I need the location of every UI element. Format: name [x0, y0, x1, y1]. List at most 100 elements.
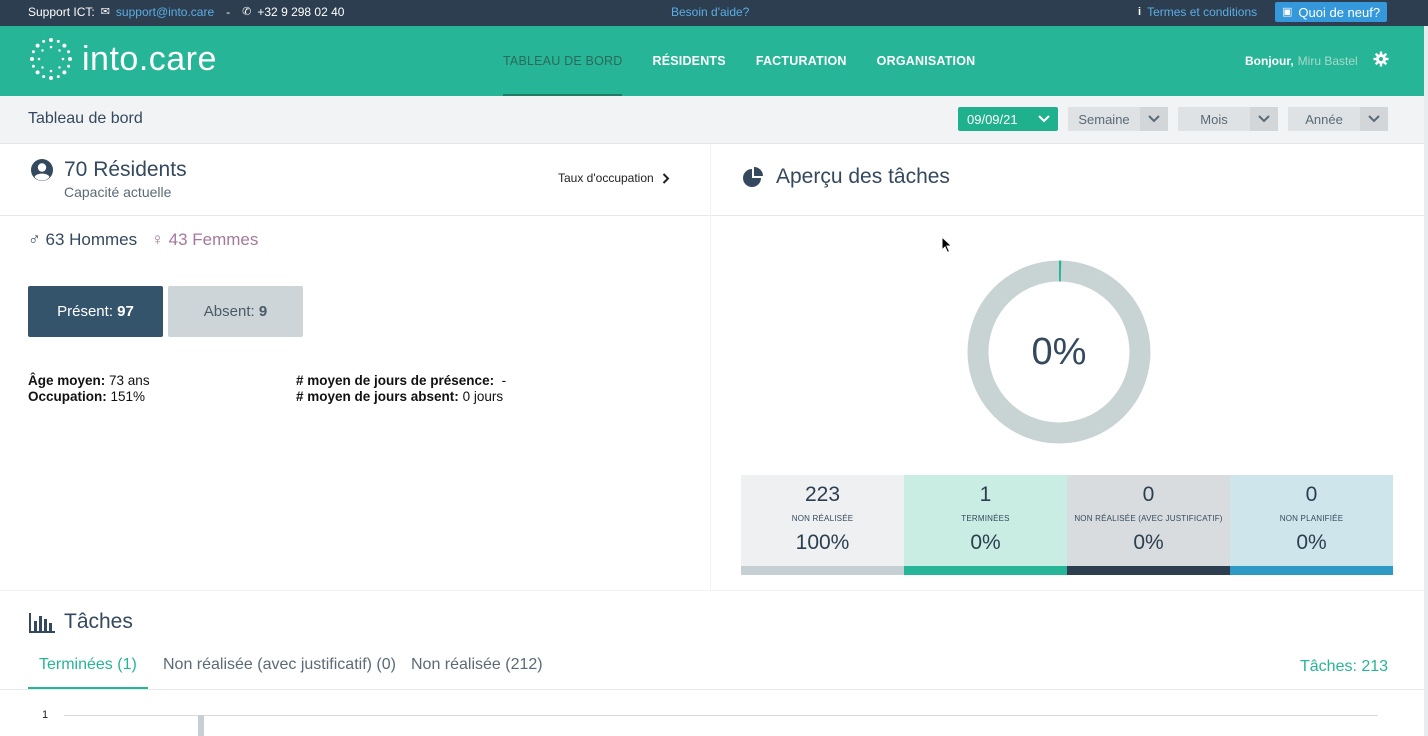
- help-link[interactable]: Besoin d'aide?: [671, 5, 750, 19]
- status-box-not-done[interactable]: 223 NON RÉALISÉE 100%: [741, 475, 904, 575]
- main-header: into.care TABLEAU DE BORD RÉSIDENTS FACT…: [0, 26, 1424, 96]
- women-count: ♀ 43 Femmes: [151, 230, 258, 250]
- user-greeting[interactable]: Bonjour, Miru Bastel: [1245, 54, 1358, 68]
- logo[interactable]: into.care: [28, 36, 217, 82]
- greeting-label: Bonjour,: [1245, 54, 1294, 68]
- tabs-divider: [0, 689, 1424, 690]
- support-bar: Support ICT: ✉ support@into.care - ✆ +32…: [0, 0, 1428, 26]
- status-bar: [904, 566, 1067, 575]
- date-picker[interactable]: 09/09/21: [958, 107, 1058, 131]
- separator: -: [226, 5, 231, 19]
- resident-count: 70 Résidents: [64, 158, 187, 181]
- status-box-justified[interactable]: 0 NON RÉALISÉE (AVEC JUSTIFICATIF) 0%: [1067, 475, 1230, 575]
- support-label: Support ICT:: [28, 5, 95, 19]
- date-value: 09/09/21: [967, 111, 1018, 127]
- women-label: 43 Femmes: [168, 230, 259, 249]
- support-email-link[interactable]: support@into.care: [115, 5, 215, 19]
- year-dropdown[interactable]: Année: [1288, 107, 1388, 131]
- tab-not-done[interactable]: Non réalisée (212): [411, 656, 543, 673]
- status-box-done[interactable]: 1 TERMINÉES 0%: [904, 475, 1067, 575]
- week-label: Semaine: [1078, 111, 1130, 127]
- task-status-boxes: 223 NON RÉALISÉE 100% 1 TERMINÉES 0% 0 N…: [741, 475, 1393, 575]
- mouse-cursor-icon: [941, 236, 953, 254]
- terms-label: Termes et conditions: [1147, 5, 1258, 19]
- present-button[interactable]: Présent: 97: [28, 286, 163, 337]
- phone-icon: ✆: [242, 5, 252, 18]
- envelope-icon: ✉: [100, 5, 110, 18]
- chart-gridline: [64, 715, 1378, 716]
- absent-label: Absent:: [203, 303, 255, 320]
- page-title: Tableau de bord: [28, 110, 143, 127]
- y-axis-tick: 1: [42, 709, 49, 721]
- support-phone: +32 9 298 02 40: [257, 5, 345, 19]
- status-box-unplanned[interactable]: 0 NON PLANIFIÉE 0%: [1230, 475, 1393, 575]
- occupancy-label: Taux d'occupation: [558, 171, 654, 185]
- terms-link[interactable]: i Termes et conditions: [1138, 5, 1257, 19]
- men-label: 63 Hommes: [45, 230, 138, 249]
- occupation-label: Occupation:: [28, 389, 107, 404]
- status-percent: 0%: [1133, 531, 1164, 554]
- nav-organisation[interactable]: ORGANISATION: [876, 54, 976, 68]
- status-label: TERMINÉES: [961, 514, 1010, 523]
- chevron-right-icon: [662, 172, 670, 184]
- status-label: NON RÉALISÉE (AVEC JUSTIFICATIF): [1074, 514, 1223, 523]
- avg-age-value: 73 ans: [109, 373, 150, 388]
- gear-icon[interactable]: [1373, 51, 1389, 67]
- present-label: Présent:: [57, 303, 113, 320]
- occupation-value: 151%: [110, 389, 146, 404]
- tasks-section: Tâches Terminées (1) Non réalisée (avec …: [0, 591, 1424, 736]
- nav-residents[interactable]: RÉSIDENTS: [652, 54, 726, 68]
- tab-done[interactable]: Terminées (1): [39, 656, 137, 673]
- status-percent: 0%: [1296, 531, 1327, 554]
- subheader: Tableau de bord 09/09/21 Semaine Mois An…: [0, 96, 1424, 144]
- chevron-down-icon: [1250, 107, 1278, 131]
- chevron-down-icon: [1140, 107, 1168, 131]
- tasks-title: Tâches: [64, 610, 133, 633]
- nav-dashboard[interactable]: TABLEAU DE BORD: [503, 26, 623, 96]
- support-contact: Support ICT: ✉ support@into.care - ✆ +32…: [28, 5, 344, 19]
- avg-age-label: Âge moyen:: [28, 373, 106, 388]
- chevron-down-icon: [1360, 107, 1388, 131]
- chart-bar: [198, 715, 204, 736]
- absent-button[interactable]: Absent: 9: [168, 286, 303, 337]
- tab-not-done-justified[interactable]: Non réalisée (avec justificatif) (0): [163, 656, 396, 673]
- gender-row: ♂ 63 Hommes ♀ 43 Femmes: [28, 230, 258, 250]
- logo-mark-icon: [30, 38, 72, 80]
- donut-done-segment: [967, 260, 1151, 444]
- chevron-down-icon: [1030, 107, 1058, 131]
- status-bar: [1230, 566, 1393, 575]
- status-count: 223: [804, 483, 841, 506]
- absent-value: 9: [258, 303, 268, 320]
- occupation-row: Occupation: 151%: [28, 389, 150, 405]
- month-dropdown[interactable]: Mois: [1178, 107, 1278, 131]
- scrollbar[interactable]: [1424, 26, 1428, 736]
- donut-percentage: 0%: [1031, 330, 1087, 373]
- tasks-overview-panel: Aperçu des tâches 0% 223 NON RÉALISÉE 10…: [711, 144, 1424, 590]
- occupancy-link[interactable]: Taux d'occupation: [558, 171, 670, 185]
- status-label: NON RÉALISÉE: [791, 514, 854, 523]
- avg-absent-row: # moyen de jours absent: 0 jours: [296, 389, 506, 405]
- week-dropdown[interactable]: Semaine: [1068, 107, 1168, 131]
- present-value: 97: [117, 303, 134, 320]
- main-nav: TABLEAU DE BORD RÉSIDENTS FACTURATION OR…: [503, 26, 1005, 96]
- status-label: NON PLANIFIÉE: [1279, 514, 1344, 523]
- status-count: 1: [979, 483, 992, 506]
- logo-text: into.care: [82, 39, 217, 78]
- info-icon: i: [1138, 5, 1142, 18]
- status-bar: [741, 566, 904, 575]
- pie-chart-icon: [743, 167, 763, 187]
- whats-new-button[interactable]: ▣ Quoi de neuf?: [1275, 2, 1388, 22]
- men-count: ♂ 63 Hommes: [28, 230, 137, 250]
- tasks-donut-chart: [967, 260, 1151, 444]
- whats-new-label: Quoi de neuf?: [1298, 4, 1381, 20]
- user-name: Miru Bastel: [1297, 54, 1358, 68]
- avg-age-row: Âge moyen: 73 ans: [28, 373, 150, 389]
- avg-absent-value: 0 jours: [462, 389, 504, 404]
- female-icon: ♀: [151, 230, 164, 249]
- stats-left: Âge moyen: 73 ans Occupation: 151%: [28, 373, 150, 405]
- user-circle-icon: [31, 159, 53, 181]
- stats-right: # moyen de jours de présence: - # moyen …: [296, 373, 506, 405]
- nav-billing[interactable]: FACTURATION: [755, 54, 847, 68]
- active-tab-indicator: [28, 687, 148, 689]
- male-icon: ♂: [28, 230, 41, 249]
